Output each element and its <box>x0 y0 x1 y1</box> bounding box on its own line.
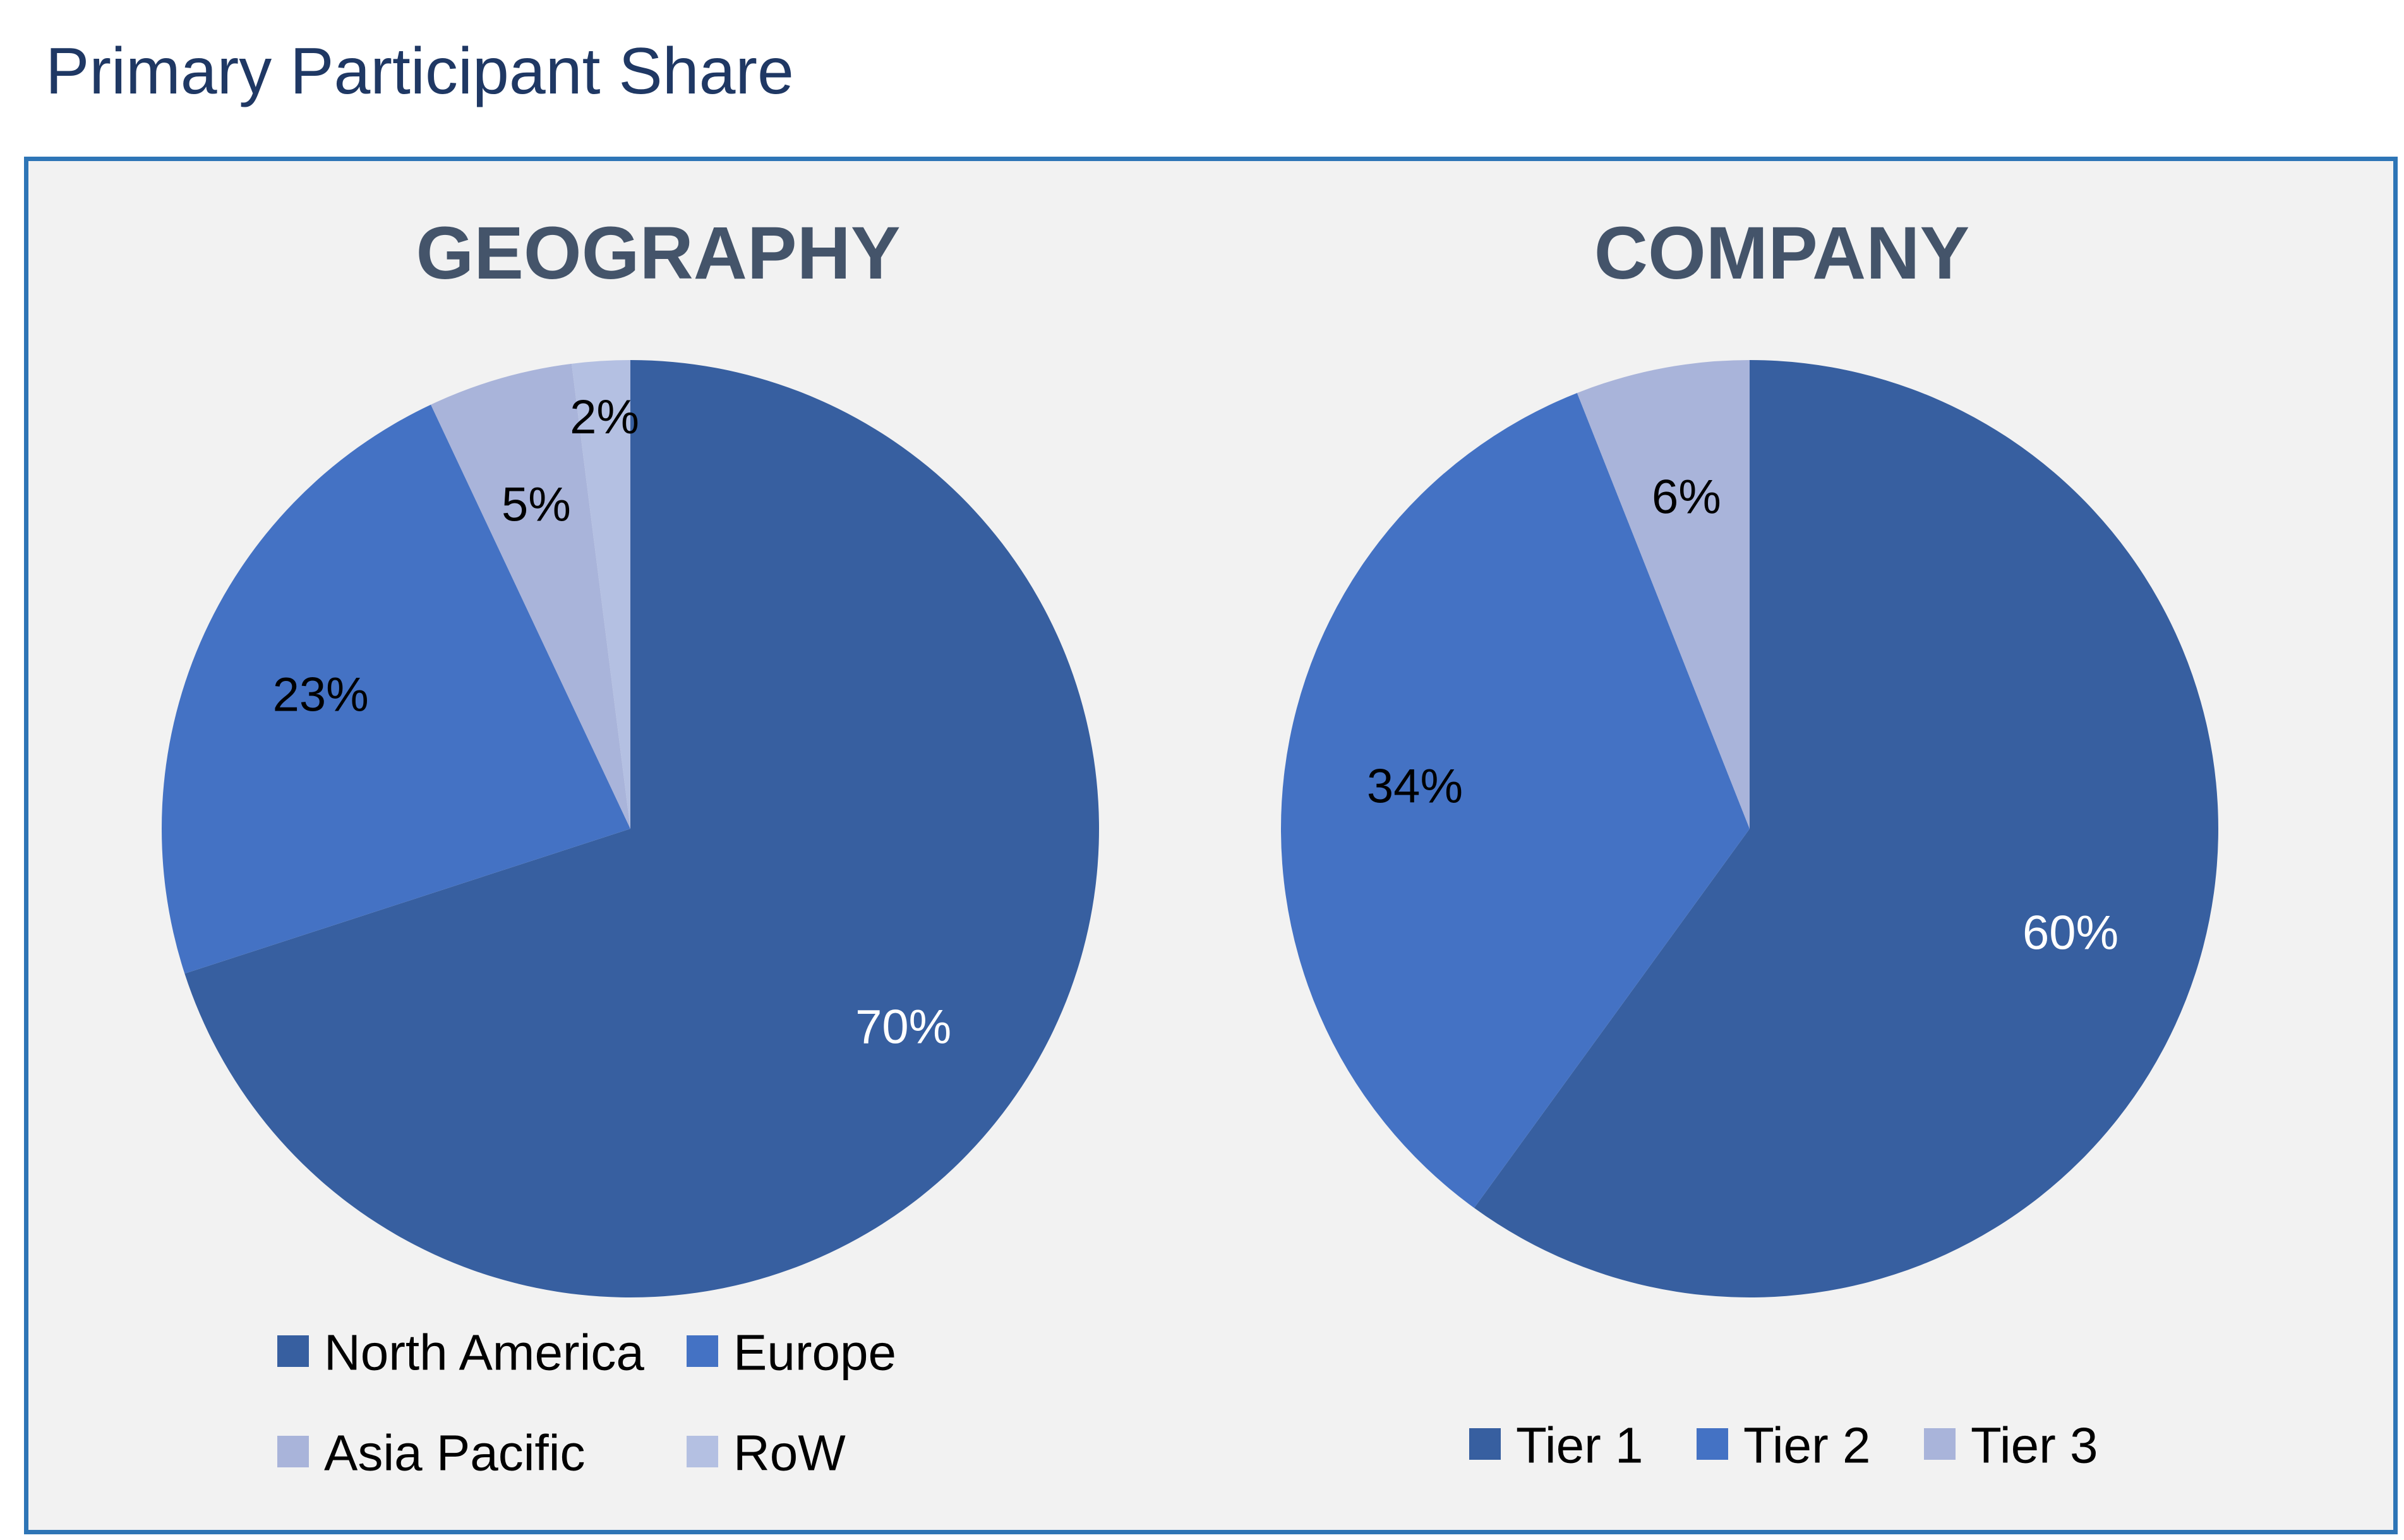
legend-swatch-north-america <box>277 1335 309 1367</box>
data-label-tier-3: 6% <box>1652 471 1721 524</box>
legend-label-asia-pacific: Asia Pacific <box>324 1425 585 1481</box>
geography-legend: North America Europe Asia Pacific RoW <box>277 1325 896 1481</box>
data-label-north-america: 70% <box>855 1001 951 1054</box>
slice-asia-pacific <box>431 363 630 829</box>
legend-swatch-europe <box>687 1335 718 1367</box>
chart-frame: GEOGRAPHY 70% 23% 5% 2% North America Europe… <box>24 157 2398 1534</box>
company-slices <box>1280 360 2219 1298</box>
data-label-europe: 23% <box>273 668 369 721</box>
geography-pie: GEOGRAPHY 70% 23% 5% 2% North America Europe… <box>161 212 1100 1481</box>
pie-charts-svg: GEOGRAPHY 70% 23% 5% 2% North America Europe… <box>161 212 2219 1481</box>
slice-tier-1 <box>1474 360 2219 1298</box>
slice-tier-2 <box>1280 393 1750 1208</box>
legend-swatch-asia-pacific <box>277 1436 309 1467</box>
legend-label-tier-2: Tier 2 <box>1743 1417 1871 1474</box>
company-legend: Tier 1 Tier 2 Tier 3 <box>1469 1417 2098 1474</box>
data-label-tier-1: 60% <box>2022 906 2119 960</box>
geography-labels: 70% 23% 5% 2% <box>273 390 952 1054</box>
slice-europe <box>161 404 630 974</box>
geography-title: GEOGRAPHY <box>416 212 900 295</box>
legend-label-tier-1: Tier 1 <box>1516 1417 1644 1474</box>
company-pie: COMPANY 60% 34% 6% Tier 1 Tier 2 Tier 3 <box>1280 212 2219 1474</box>
geography-slices <box>161 360 1100 1297</box>
page-title: Primary Participant Share <box>45 35 794 108</box>
data-label-tier-2: 34% <box>1367 760 1463 814</box>
company-title: COMPANY <box>1594 212 1969 295</box>
legend-label-north-america: North America <box>324 1325 644 1381</box>
legend-label-tier-3: Tier 3 <box>1971 1417 2098 1474</box>
company-labels: 60% 34% 6% <box>1367 471 2119 960</box>
data-label-row: 2% <box>570 390 639 444</box>
legend-label-row: RoW <box>733 1425 846 1481</box>
slice-tier-3 <box>1577 360 1750 829</box>
legend-label-europe: Europe <box>733 1325 896 1381</box>
legend-swatch-tier-1 <box>1469 1428 1501 1460</box>
slice-north-america <box>184 360 1100 1297</box>
legend-swatch-row <box>687 1436 718 1467</box>
legend-swatch-tier-2 <box>1697 1428 1728 1460</box>
slice-row <box>572 360 630 829</box>
legend-swatch-tier-3 <box>1924 1428 1956 1460</box>
data-label-asia-pacific: 5% <box>502 478 571 531</box>
